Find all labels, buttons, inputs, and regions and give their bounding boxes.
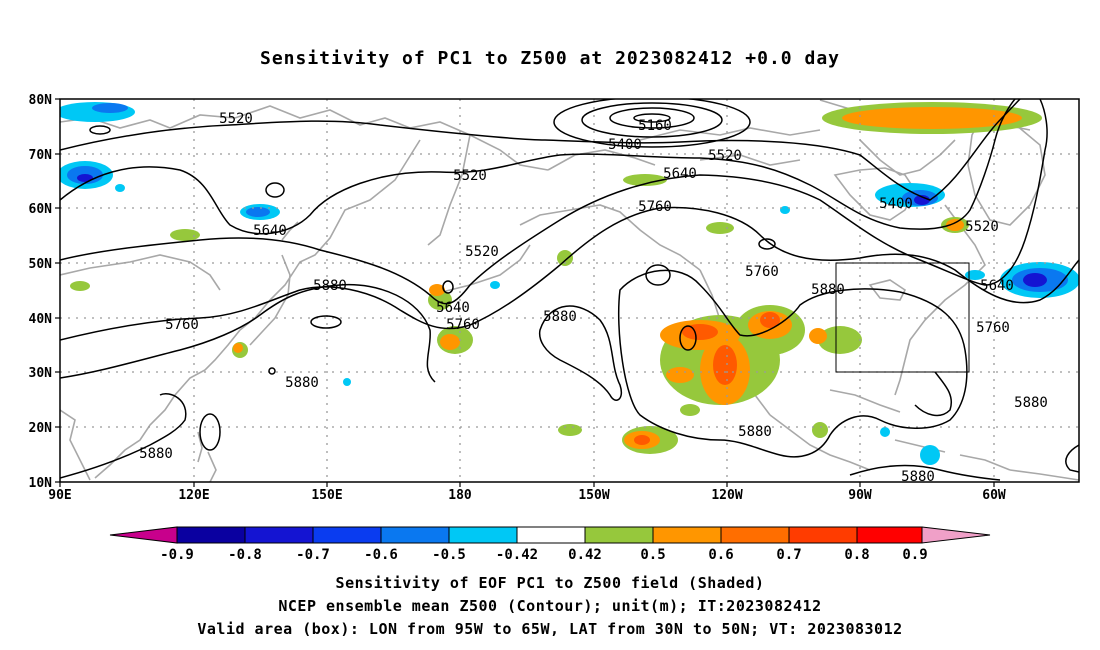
lat-label: 70N <box>29 148 53 163</box>
axis-ticks <box>55 98 995 487</box>
lat-label: 50N <box>29 257 53 272</box>
colorbar-segment <box>244 526 314 544</box>
lon-label: 150W <box>578 488 609 503</box>
contour-label: 5400 <box>879 196 913 212</box>
contour-label: 5760 <box>745 264 779 280</box>
contour-label: 5760 <box>976 320 1010 336</box>
lat-labels: 80N 70N 60N 50N 40N 30N 20N 10N <box>29 93 53 491</box>
contour-label: 5640 <box>436 300 470 316</box>
map-plot-area: 5520 5160 5400 5520 5520 5640 5760 5400 … <box>60 99 1079 485</box>
lon-label: 120W <box>711 488 742 503</box>
contour-label: 5880 <box>139 446 173 462</box>
colorbar-tick: -0.7 <box>296 547 330 563</box>
contour-label: 5880 <box>313 278 347 294</box>
lon-label: 90W <box>848 488 872 503</box>
contour-label: 5760 <box>446 317 480 333</box>
colorbar-tick: 0.6 <box>708 547 733 563</box>
colorbar-tick: -0.9 <box>160 547 194 563</box>
lat-label: 60N <box>29 202 53 217</box>
colorbar-tick: 0.5 <box>640 547 665 563</box>
contour-label: 5640 <box>980 278 1014 294</box>
colorbar-segment <box>584 526 654 544</box>
contour-label: 5520 <box>219 111 253 127</box>
contour-labels: 5520 5160 5400 5520 5520 5640 5760 5400 … <box>139 111 1048 485</box>
footer-line-valid-area: Valid area (box): LON from 95W to 65W, L… <box>197 620 903 638</box>
lon-label: 120E <box>178 488 209 503</box>
contour-label: 5160 <box>638 118 672 134</box>
contour-label: 5520 <box>965 219 999 235</box>
contour-label: 5880 <box>901 469 935 485</box>
colorbar-tick: 0.9 <box>902 547 927 563</box>
lat-label: 20N <box>29 421 53 436</box>
valid-area-box <box>835 262 970 373</box>
colorbar-tick: -0.5 <box>432 547 466 563</box>
colorbar-tick: 0.42 <box>568 547 602 563</box>
plot-frame <box>59 98 1080 483</box>
footer-line-contour: NCEP ensemble mean Z500 (Contour); unit(… <box>278 597 822 615</box>
colorbar-segment <box>516 526 586 544</box>
colorbar-segment <box>312 526 382 544</box>
colorbar-tick: 0.7 <box>776 547 801 563</box>
lat-label: 80N <box>29 93 53 108</box>
lon-label: 150E <box>311 488 342 503</box>
lon-labels: 90E 120E 150E 180 150W 120W 90W 60W <box>48 488 1006 503</box>
colorbar: -0.9 -0.8 -0.7 -0.6 -0.5 -0.42 0.42 0.5 … <box>109 526 991 563</box>
contour-label: 5640 <box>253 223 287 239</box>
contour-label: 5520 <box>465 244 499 260</box>
lon-label: 60W <box>982 488 1006 503</box>
contour-label: 5880 <box>543 309 577 325</box>
lat-label: 30N <box>29 366 53 381</box>
colorbar-low-triangle <box>109 526 178 544</box>
colorbar-segment <box>448 526 518 544</box>
colorbar-tick: -0.42 <box>496 547 538 563</box>
colorbar-segment <box>176 526 246 544</box>
contour-label: 5760 <box>165 317 199 333</box>
colorbar-segment <box>788 526 858 544</box>
colorbar-tick: -0.8 <box>228 547 262 563</box>
colorbar-tick: -0.6 <box>364 547 398 563</box>
footer-line-shading: Sensitivity of EOF PC1 to Z500 field (Sh… <box>335 574 765 592</box>
contour-label: 5880 <box>1014 395 1048 411</box>
contour-label: 5640 <box>663 166 697 182</box>
colorbar-segment <box>856 526 923 544</box>
chart-title: Sensitivity of PC1 to Z500 at 2023082412… <box>259 48 840 69</box>
colorbar-high-triangle <box>921 526 991 544</box>
colorbar-segment <box>720 526 790 544</box>
contour-label: 5880 <box>811 282 845 298</box>
sensitivity-shading <box>60 102 1079 465</box>
colorbar-segment <box>652 526 722 544</box>
lon-label: 180 <box>448 488 472 503</box>
lat-label: 40N <box>29 312 53 327</box>
colorbar-segment <box>380 526 450 544</box>
contour-label: 5400 <box>608 137 642 153</box>
contour-label: 5880 <box>285 375 319 391</box>
lat-label: 10N <box>29 476 53 491</box>
contour-label: 5880 <box>738 424 772 440</box>
contour-label: 5760 <box>638 199 672 215</box>
z500-contours <box>60 99 1079 481</box>
colorbar-tick: 0.8 <box>844 547 869 563</box>
contour-label: 5520 <box>453 168 487 184</box>
lon-label: 90E <box>48 488 71 503</box>
colorbar-tick-labels: -0.9 -0.8 -0.7 -0.6 -0.5 -0.42 0.42 0.5 … <box>160 547 928 563</box>
contour-label: 5520 <box>708 148 742 164</box>
